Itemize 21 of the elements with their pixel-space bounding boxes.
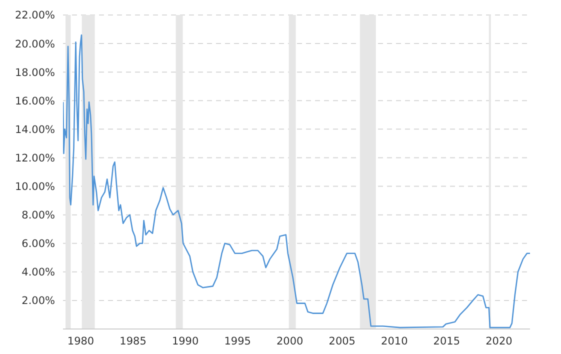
x-tick-label: 2015 [433, 335, 460, 348]
y-tick-label: 4.00% [22, 266, 56, 279]
x-tick-label: 1980 [67, 335, 94, 348]
y-tick-label: 14.00% [14, 124, 56, 136]
y-tick-label: 2.00% [22, 295, 56, 308]
line-series [63, 34, 530, 328]
x-tick-label: 2020 [486, 335, 512, 348]
y-tick-label: 22.00% [14, 10, 56, 22]
x-tick-label: 2005 [328, 335, 356, 348]
x-tick-label: 1995 [224, 335, 251, 348]
y-tick-label: 18.00% [14, 66, 56, 79]
y-tick-label: 20.00% [14, 38, 56, 50]
y-tick-label: 6.00% [22, 238, 56, 250]
x-tick-label: 1985 [120, 335, 146, 348]
y-tick-label: 10.00% [14, 181, 56, 193]
x-tick-label: 2000 [276, 335, 304, 348]
y-tick-label: 16.00% [14, 95, 56, 108]
y-tick-label: 12.00% [14, 152, 56, 164]
y-tick-label: 8.00% [22, 210, 56, 222]
x-tick-label: 2010 [381, 335, 408, 348]
x-tick-label: 1990 [172, 335, 199, 348]
